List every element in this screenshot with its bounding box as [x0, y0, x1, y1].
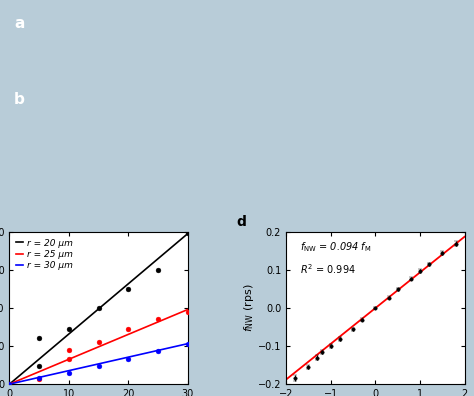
- r = 20 μm: [54, 342, 60, 346]
- Text: $f_{\mathrm{NW}}$ = 0.094 $f_{\mathrm{M}}$: $f_{\mathrm{NW}}$ = 0.094 $f_{\mathrm{M}…: [301, 240, 372, 253]
- r = 20 μm: [18, 373, 23, 377]
- Line: r = 30 μm: r = 30 μm: [9, 344, 188, 384]
- r = 25 μm: [54, 362, 60, 367]
- r = 20 μm: [14, 376, 19, 381]
- r = 30 μm: [185, 341, 191, 346]
- Legend: r = 20 μm, r = 25 μm, r = 30 μm: r = 20 μm, r = 25 μm, r = 30 μm: [14, 237, 74, 272]
- r = 20 μm: [40, 354, 46, 358]
- Y-axis label: $f_\mathrm{NW}$ (rps): $f_\mathrm{NW}$ (rps): [242, 284, 256, 332]
- r = 25 μm: [170, 313, 175, 318]
- r = 30 μm: [170, 345, 175, 349]
- r = 25 μm: [14, 379, 19, 383]
- r = 30 μm: [7, 382, 12, 386]
- r = 20 μm: [7, 382, 12, 386]
- r = 30 μm: [18, 379, 23, 384]
- Line: r = 25 μm: r = 25 μm: [9, 309, 188, 384]
- r = 30 μm: [176, 343, 182, 348]
- r = 20 μm: [185, 231, 191, 236]
- r = 25 μm: [7, 382, 12, 386]
- r = 30 μm: [40, 374, 46, 379]
- r = 30 μm: [54, 371, 60, 376]
- r = 25 μm: [185, 307, 191, 312]
- r = 20 μm: [170, 244, 175, 249]
- Text: d: d: [236, 215, 246, 229]
- r = 20 μm: [176, 239, 182, 244]
- r = 25 μm: [176, 311, 182, 316]
- r = 30 μm: [14, 380, 19, 385]
- Line: r = 20 μm: r = 20 μm: [9, 234, 188, 384]
- r = 25 μm: [40, 368, 46, 373]
- Text: a: a: [14, 17, 24, 31]
- Text: $R^2$ = 0.994: $R^2$ = 0.994: [301, 263, 356, 276]
- Text: b: b: [14, 92, 25, 107]
- r = 25 μm: [18, 377, 23, 382]
